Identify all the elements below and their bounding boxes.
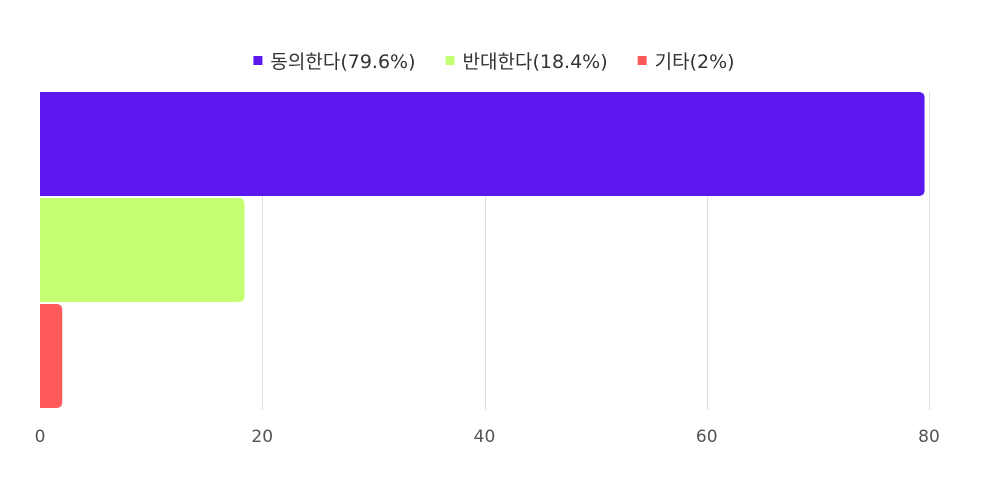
- x-tick-label: 60: [696, 427, 718, 447]
- legend-item-1[interactable]: 동의한다(79.6%): [253, 51, 416, 73]
- bar-2[interactable]: [40, 198, 245, 302]
- bars: [40, 92, 925, 408]
- x-axis-ticks: 0 20 40 60 80: [35, 427, 940, 447]
- legend-swatch: [253, 56, 263, 65]
- legend-label: 동의한다(79.6%): [270, 51, 415, 73]
- legend-item-3[interactable]: 기타(2%): [637, 51, 735, 73]
- bar-3[interactable]: [40, 304, 63, 408]
- legend-swatch: [445, 56, 455, 65]
- legend-label: 반대한다(18.4%): [463, 51, 608, 73]
- legend-label: 기타(2%): [655, 51, 735, 73]
- legend: 동의한다(79.6%) 반대한다(18.4%) 기타(2%): [253, 51, 735, 73]
- x-tick-label: 20: [251, 427, 273, 447]
- bar-1[interactable]: [40, 92, 925, 196]
- legend-item-2[interactable]: 반대한다(18.4%): [445, 51, 608, 73]
- legend-swatch: [637, 56, 647, 65]
- x-tick-label: 40: [474, 427, 496, 447]
- x-tick-label: 80: [918, 427, 940, 447]
- x-tick-label: 0: [35, 427, 46, 447]
